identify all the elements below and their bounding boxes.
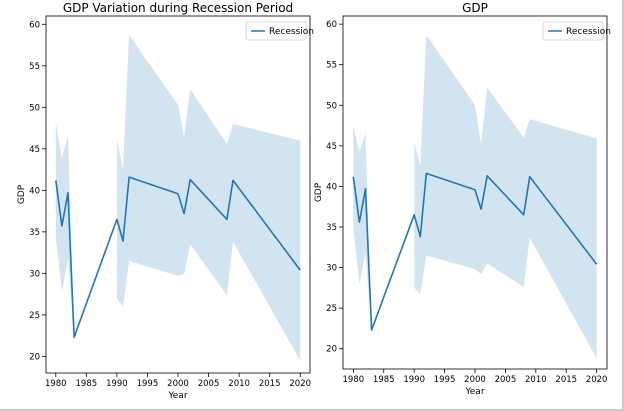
y-tick-label: 25 <box>29 311 40 321</box>
x-axis-label: Year <box>464 387 484 397</box>
x-tick-label: 1985 <box>373 375 395 385</box>
confidence-band <box>55 122 75 338</box>
y-tick-label: 25 <box>326 304 337 314</box>
legend: Recession <box>245 21 314 41</box>
legend-box <box>542 21 604 41</box>
legend-label: Recession <box>269 27 314 37</box>
y-tick-label: 50 <box>326 101 337 111</box>
x-tick-label: 1990 <box>106 379 128 389</box>
x-tick-label: 2020 <box>289 379 311 389</box>
x-tick-label: 2000 <box>464 375 486 385</box>
y-tick-label: 30 <box>29 269 40 279</box>
y-tick-label: 30 <box>326 264 337 274</box>
y-tick-label: 40 <box>326 182 337 192</box>
confidence-band <box>353 125 372 330</box>
y-tick-label: 55 <box>326 61 337 71</box>
image-border-right <box>622 0 624 411</box>
y-axis-label: GDP <box>314 182 324 202</box>
chart-left: 1980 1985 1990 1995 2000 2005 2010 2015 20202025… <box>17 1 314 401</box>
image-border-bottom <box>0 409 624 411</box>
plot-area <box>352 34 598 359</box>
x-tick-label: 1985 <box>76 379 98 389</box>
x-tick-label: 1980 <box>45 379 67 389</box>
x-tick-label: 1990 <box>403 375 425 385</box>
legend: Recession <box>542 21 611 41</box>
y-tick-label: 50 <box>29 103 40 113</box>
y-tick-label: 20 <box>326 345 337 355</box>
plot-area <box>55 35 301 361</box>
x-tick-label: 2005 <box>495 375 517 385</box>
x-tick-label: 2010 <box>228 379 250 389</box>
x-tick-label: 1995 <box>137 379 159 389</box>
y-tick-label: 45 <box>29 145 40 155</box>
x-tick-label: 2015 <box>259 379 281 389</box>
legend-label: Recession <box>566 27 611 37</box>
ticks: 1980 1985 1990 1995 2000 2005 2010 2015 20202025… <box>29 20 311 389</box>
y-tick-label: 60 <box>29 20 40 30</box>
chart-title: GDP <box>462 1 488 15</box>
x-axis-label: Year <box>167 391 187 401</box>
x-tick-label: 1995 <box>434 375 456 385</box>
x-tick-label: 2015 <box>555 375 577 385</box>
confidence-band <box>116 35 301 361</box>
y-axis-label: GDP <box>17 184 27 204</box>
chart-right: 1980 1985 1990 1995 2000 2005 2010 2015 20202025… <box>314 1 611 397</box>
y-tick-label: 35 <box>326 223 337 233</box>
x-tick-label: 2000 <box>167 379 189 389</box>
y-tick-label: 45 <box>326 142 337 152</box>
chart-title: GDP Variation during Recession Period <box>63 1 293 15</box>
series-line <box>352 172 598 331</box>
x-tick-label: 1980 <box>343 375 365 385</box>
x-tick-label: 2005 <box>198 379 220 389</box>
x-tick-label: 2020 <box>586 375 608 385</box>
y-tick-label: 55 <box>29 62 40 72</box>
y-tick-label: 20 <box>29 352 40 362</box>
y-tick-label: 35 <box>29 228 40 238</box>
y-tick-label: 60 <box>326 20 337 30</box>
confidence-band <box>414 34 597 359</box>
y-tick-label: 40 <box>29 186 40 196</box>
x-tick-label: 2010 <box>525 375 547 385</box>
series-line <box>55 176 301 339</box>
ticks: 1980 1985 1990 1995 2000 2005 2010 2015 20202025… <box>326 20 607 385</box>
legend-box <box>245 21 307 41</box>
